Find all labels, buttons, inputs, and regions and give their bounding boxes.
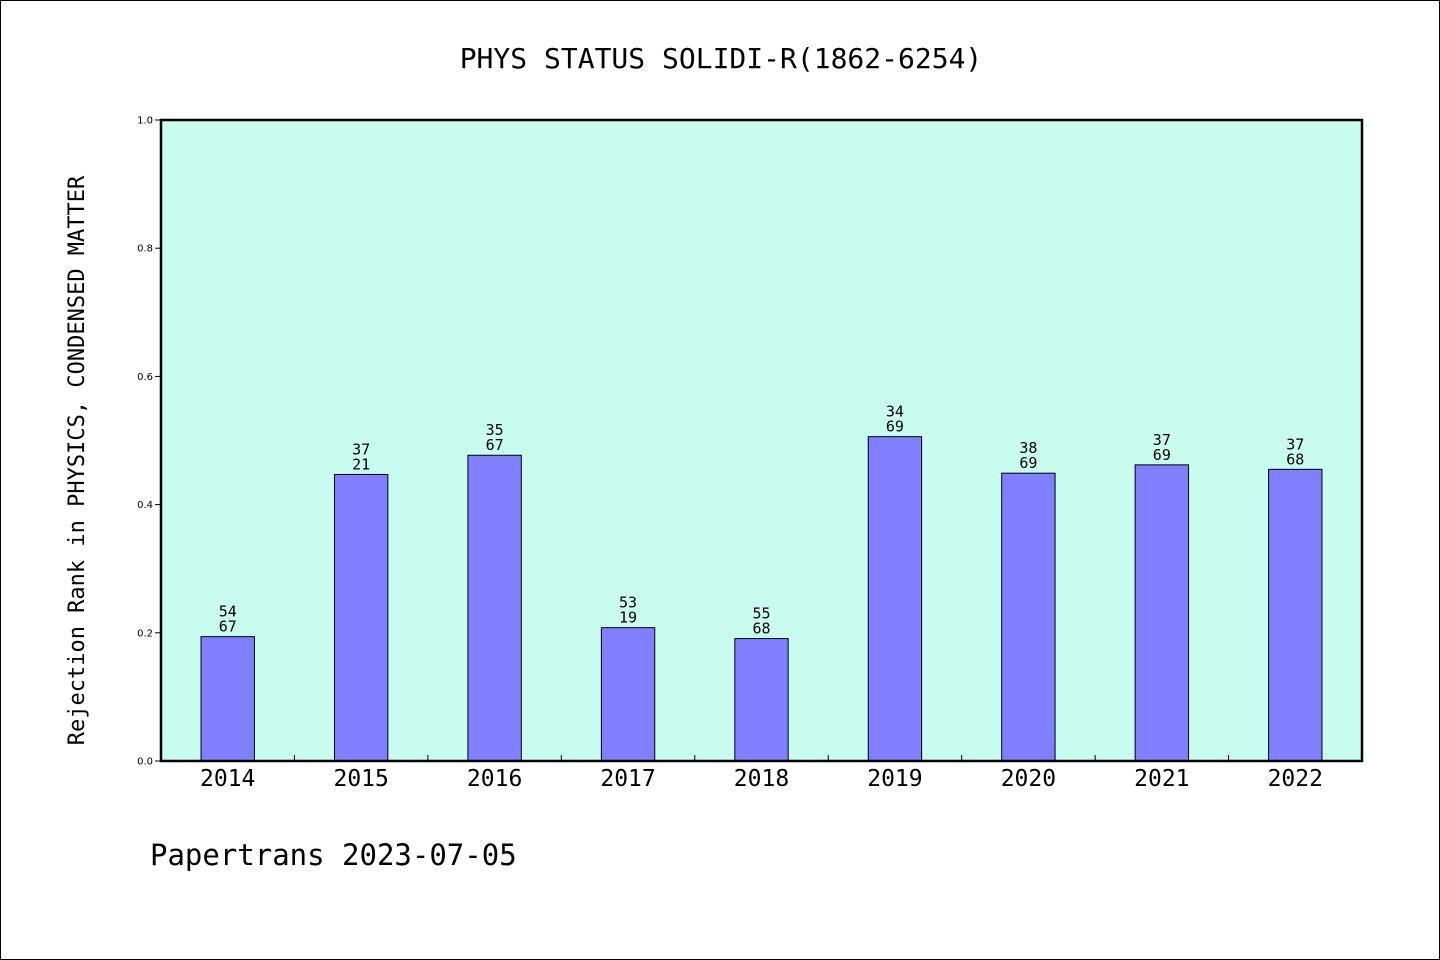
bar-label-bottom: 19 (619, 609, 637, 627)
bar-label-top: 34 (886, 403, 904, 421)
bar-2019 (867, 436, 923, 762)
bar-label-bottom: 68 (752, 620, 770, 638)
y-tick-label: 0.8 (137, 244, 153, 255)
bar-label-bottom: 69 (886, 418, 904, 436)
y-axis: 0.0 0.2 0.4 0.6 0.8 1.0 (137, 116, 161, 768)
x-tick-label: 2021 (1134, 766, 1189, 792)
x-tick-label: 2016 (467, 766, 522, 792)
bar-2017 (600, 627, 656, 762)
bar-2015 (333, 473, 389, 762)
x-tick-label: 2014 (200, 766, 255, 792)
bar-label-top: 37 (352, 440, 370, 458)
x-tick-label: 2015 (333, 766, 388, 792)
bar-label-top: 54 (219, 603, 237, 621)
footer-credit: Papertrans 2023-07-05 (150, 838, 517, 872)
bar-label-bottom: 68 (1286, 450, 1304, 468)
x-tick-label: 2017 (600, 766, 655, 792)
bar-label-top: 37 (1286, 435, 1304, 453)
x-tick-label: 2019 (867, 766, 922, 792)
plot-frame (159, 118, 1364, 763)
x-tick-label: 2020 (1001, 766, 1056, 792)
bar-label-bottom: 67 (486, 436, 504, 454)
y-axis-label: Rejection Rank in PHYSICS, CONDENSED MAT… (65, 175, 90, 745)
x-axis: 2014 2015 2016 2017 2018 2019 2020 2021 2022 (160, 755, 1363, 792)
bar-label-top: 37 (1153, 431, 1171, 449)
bar-2022 (1268, 468, 1323, 762)
bar-2020 (1001, 472, 1056, 762)
bar-2021 (1134, 464, 1190, 762)
x-tick-label: 2022 (1268, 766, 1323, 792)
bar-label-bottom: 69 (1019, 454, 1037, 472)
bar-2014 (200, 636, 255, 762)
bar-label-top: 35 (486, 421, 504, 439)
bar-label-bottom: 69 (1153, 446, 1171, 464)
bar-label-bottom: 67 (219, 618, 237, 636)
y-tick-label: 1.0 (137, 116, 153, 127)
y-tick-label: 0.4 (137, 500, 153, 511)
bar-2016 (467, 454, 522, 762)
y-tick-label: 0.6 (137, 372, 153, 383)
bar-label-top: 53 (619, 594, 637, 612)
x-tick-label: 2018 (734, 766, 789, 792)
y-tick-label: 0.0 (137, 757, 153, 768)
bar-label-top: 55 (752, 605, 770, 623)
bar-label-top: 38 (1019, 439, 1037, 457)
bar-2018 (734, 638, 789, 762)
y-tick-label: 0.2 (137, 628, 153, 639)
chart-title: PHYS STATUS SOLIDI-R(1862-6254) (460, 42, 983, 75)
bar-label-bottom: 21 (352, 455, 370, 473)
